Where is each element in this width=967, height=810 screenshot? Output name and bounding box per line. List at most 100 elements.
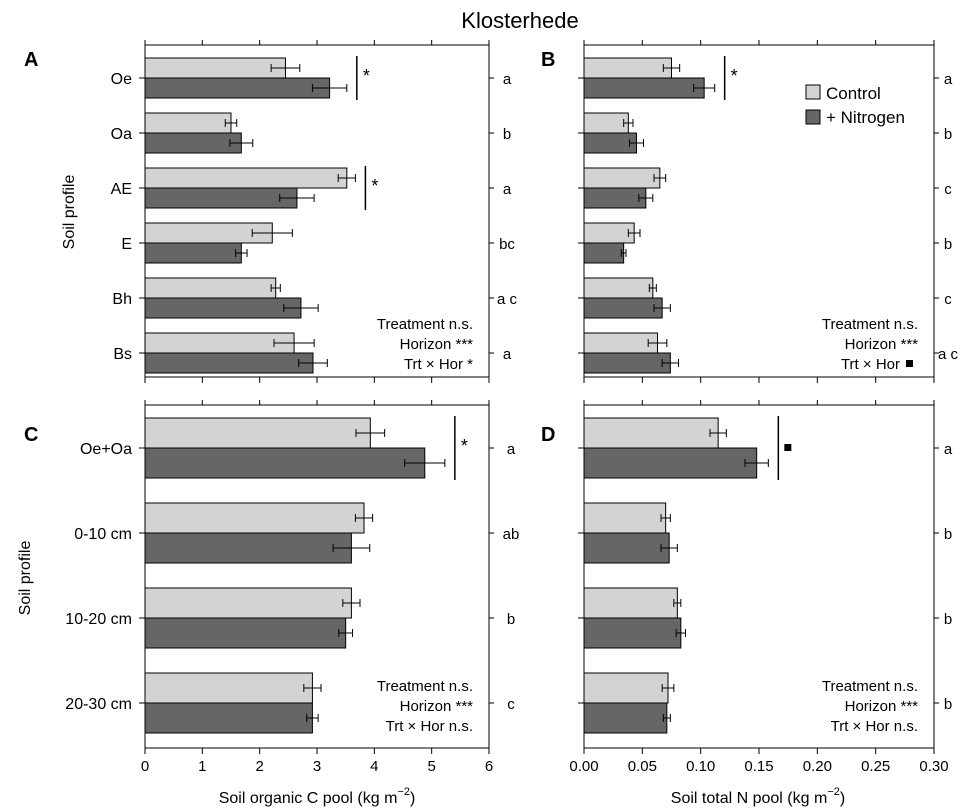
x-tick-label: 0.15 [744,758,773,775]
stats-line: Horizon *** [845,698,919,715]
legend-label-nitrogen: + Nitrogen [826,108,905,127]
legend: Control + Nitrogen [805,84,905,127]
bar-nitrogen [144,187,298,209]
bar-nitrogen [583,132,637,154]
category-label: Bs [113,346,132,363]
stats-line: Treatment n.s. [822,316,918,333]
bar-nitrogen [144,532,352,564]
group-letter: a [503,71,512,88]
significance-star: * [731,66,738,86]
stats-line: Trt × Hor [841,356,900,373]
significance-star: * [371,176,378,196]
stats-line: Trt × Hor n.s. [831,718,918,735]
category-label: 10-20 cm [65,611,132,628]
stats-line: Trt × Hor * [404,356,473,373]
x-tick-label: 0 [141,758,149,775]
panel-d: 0.00 0.05 0.10 0.15 0.20 0.25 0.30 a b b b Treatmen… [569,400,953,775]
bar-nitrogen [583,352,671,374]
bar-control [144,167,348,189]
group-letter: a [503,181,512,198]
bar-control [144,587,352,619]
x-tick-label: 2 [255,758,263,775]
panel-label-b: B [541,49,555,71]
bar-nitrogen [144,132,242,154]
bar-control [144,57,286,79]
stats-line: Horizon *** [400,336,474,353]
stats-line: Horizon *** [400,698,474,715]
x-tick-label: 4 [370,758,378,775]
panel-c: 0 1 2 3 4 5 6 Oe+Oa a 0-10 cm ab 10-20 cm b 20-30 cm c… [65,400,519,775]
stats-line: Treatment n.s. [377,678,473,695]
bar-nitrogen [144,297,302,319]
category-label: Oe+Oa [80,441,132,458]
x-tick-label: 0.00 [569,758,598,775]
x-tick-label: 6 [485,758,493,775]
category-label: 20-30 cm [65,696,132,713]
stats-square-marker [906,360,913,367]
bar-nitrogen [583,242,625,264]
group-letter: a c [497,291,518,308]
x-axis-label-c: Soil organic C pool (kg m−2) [219,786,416,807]
bar-nitrogen [583,702,668,734]
y-axis-label-top: Soil profile [61,175,78,250]
stats-line: Treatment n.s. [377,316,473,333]
bar-control [144,332,295,354]
legend-swatch-nitrogen [805,109,821,125]
bar-control [583,417,719,449]
group-letter: a [503,346,512,363]
bar-control [583,332,658,354]
bar-control [144,417,371,449]
bar-nitrogen [144,242,242,264]
category-label: AE [111,181,132,198]
bar-control [583,222,635,244]
bar-nitrogen [583,187,647,209]
bar-control [583,112,629,134]
group-letter: a [944,441,953,458]
bar-nitrogen [144,617,347,649]
category-label: 0-10 cm [74,526,132,543]
group-letter: b [944,696,952,713]
significance-star: * [363,66,370,86]
bar-nitrogen [583,297,663,319]
x-tick-label: 0.30 [919,758,948,775]
group-letter: c [507,696,515,713]
group-letter: b [944,126,952,143]
group-letter: b [507,611,515,628]
y-axis-label-bottom: Soil profile [17,541,34,616]
x-tick-label: 0.25 [861,758,890,775]
bar-nitrogen [583,617,682,649]
legend-swatch-control [805,84,821,100]
bar-control [583,502,667,534]
bar-nitrogen [144,447,426,479]
bar-control [144,277,277,299]
bar-nitrogen [583,77,705,99]
group-letter: c [944,291,952,308]
bar-nitrogen [144,77,331,99]
figure-title: Klosterhede [461,8,578,33]
bar-control [144,112,232,134]
group-letter: bc [499,236,515,253]
category-label: Bh [112,291,132,308]
group-letter: a [944,71,953,88]
panel-label-d: D [541,424,555,446]
group-letter: a [507,441,516,458]
group-letter: b [944,611,952,628]
category-label: E [121,236,132,253]
legend-label-control: Control [826,84,881,103]
category-label: Oe [111,71,132,88]
group-letter: b [503,126,511,143]
panel-a: Oe a Oa b AE a E bc Bh a c Bs a * * Treatment n.s. Hori… [111,40,518,383]
bar-control [583,587,678,619]
stats-line: Trt × Hor n.s. [386,718,473,735]
bar-control [144,502,365,534]
bar-control [583,277,654,299]
x-tick-label: 0.10 [686,758,715,775]
significance-star: * [461,436,468,456]
x-axis-label-d: Soil total N pool (kg m−2) [671,786,845,807]
panel-b: a b c b c a c * Treatment n.s. Horizon *** Trt × … [578,40,959,383]
group-letter: ab [503,526,520,543]
bar-nitrogen [144,352,314,374]
group-letter: b [944,526,952,543]
panel-label-a: A [24,49,38,71]
